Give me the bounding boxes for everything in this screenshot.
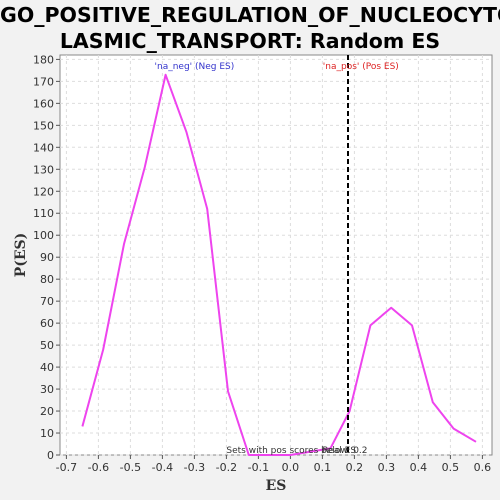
y-tick-label: 170 (33, 75, 54, 88)
y-tick-label: 100 (33, 229, 54, 242)
plot-background (59, 54, 493, 456)
series-line (81, 73, 477, 456)
x-tick-label: -0.6 (88, 461, 109, 474)
x-axis-label: ES (266, 478, 287, 494)
y-tick-label: 150 (33, 119, 54, 132)
y-tick-label: 130 (33, 163, 54, 176)
x-tick-label: 0.1 (314, 461, 332, 474)
axes: -0.7 -0.6 -0.5 -0.4 -0.3 -0.2 -0.1 0.0 0.1 0.2 0.3… (33, 53, 491, 474)
x-tick-label: 0.2 (346, 461, 364, 474)
x-tick-label: 0.0 (282, 461, 300, 474)
y-tick-label: 180 (33, 53, 54, 66)
y-tick-label: 90 (40, 251, 54, 264)
sets-below-annotation: Sets with pos scores below: 0.2 (226, 446, 367, 456)
y-tick-label: 70 (40, 295, 54, 308)
y-tick-label: 110 (33, 207, 54, 220)
x-tick-label: -0.4 (152, 461, 173, 474)
chart-title-line-1: GO_POSITIVE_REGULATION_OF_NUCLEOCYTOP (0, 3, 500, 27)
y-tick-label: 30 (40, 383, 54, 396)
series-layer (81, 73, 477, 456)
x-tick-label: -0.2 (216, 461, 237, 474)
y-tick-label: 80 (40, 273, 54, 286)
y-tick-label: 60 (40, 317, 54, 330)
annotations-layer: 'na_neg' (Neg ES) 'na_pos' (Pos ES) Sets w… (155, 55, 399, 456)
y-tick-label: 120 (33, 185, 54, 198)
x-tick-label: 0.3 (378, 461, 396, 474)
y-tick-label: 20 (40, 405, 54, 418)
x-tick-label: -0.1 (248, 461, 269, 474)
x-tick-label: 0.5 (442, 461, 460, 474)
x-tick-label: -0.7 (56, 461, 77, 474)
grid-lines (60, 55, 492, 456)
real-es-annotation: Real ES (322, 446, 356, 456)
y-tick-label: 10 (40, 427, 54, 440)
x-tick-label: 0.4 (410, 461, 428, 474)
y-tick-label: 0 (47, 449, 54, 462)
y-tick-label: 160 (33, 97, 54, 110)
x-tick-label: -0.5 (120, 461, 141, 474)
pos-es-annotation: 'na_pos' (Pos ES) (323, 62, 399, 72)
chart-title: GO_POSITIVE_REGULATION_OF_NUCLEOCYTOP LA… (0, 2, 500, 80)
y-tick-label: 40 (40, 361, 54, 374)
x-tick-label: -0.3 (184, 461, 205, 474)
y-tick-label: 50 (40, 339, 54, 352)
neg-es-annotation: 'na_neg' (Neg ES) (155, 62, 235, 72)
y-axis-label: P(ES) (13, 233, 29, 278)
x-tick-label: 0.6 (474, 461, 492, 474)
y-tick-label: 140 (33, 141, 54, 154)
